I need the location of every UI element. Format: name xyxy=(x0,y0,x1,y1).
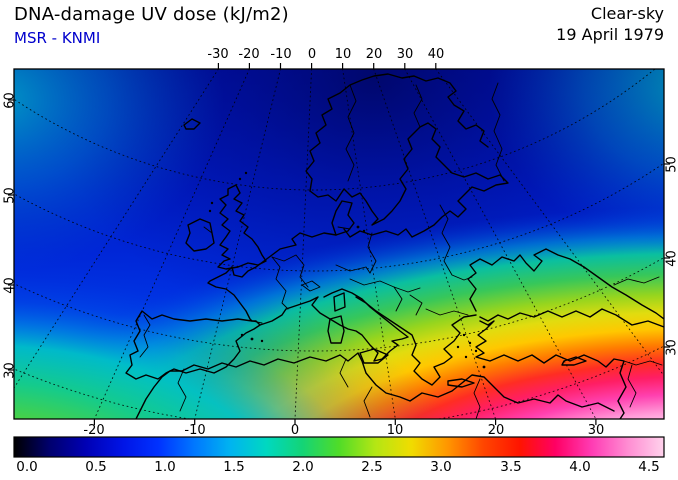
axis-ticks xyxy=(8,63,670,425)
condition-label: Clear-sky xyxy=(590,4,664,23)
lat-label-left: 40 xyxy=(2,277,18,294)
colorbar xyxy=(13,436,665,458)
colorbar-label: 2.5 xyxy=(361,459,383,475)
lon-label-top: 0 xyxy=(307,47,317,62)
country-borders xyxy=(139,82,663,419)
colorbar-label: 2.0 xyxy=(292,459,314,475)
lon-label-top: 10 xyxy=(334,47,352,62)
date-label: 19 April 1979 xyxy=(556,25,664,44)
lon-label-top: 30 xyxy=(396,47,414,62)
island-dots xyxy=(208,171,486,369)
lon-label-top: -10 xyxy=(270,47,292,62)
uv-field xyxy=(14,69,664,419)
lat-label-left: 30 xyxy=(2,362,18,379)
source-label: MSR - KNMI xyxy=(14,29,101,47)
map-frame xyxy=(13,68,665,420)
coastlines xyxy=(125,73,664,419)
lon-label-bottom: -20 xyxy=(83,423,105,438)
lon-label-top: -30 xyxy=(207,47,229,62)
colorbar-label: 4.5 xyxy=(638,459,660,475)
map-area xyxy=(14,69,664,419)
colorbar-label: 1.5 xyxy=(223,459,245,475)
lat-label-left: 60 xyxy=(2,92,18,109)
page-title: DNA-damage UV dose (kJ/m2) xyxy=(14,4,289,25)
colorbar-label: 1.0 xyxy=(154,459,176,475)
lon-label-top: -20 xyxy=(238,47,260,62)
lon-label-bottom: 30 xyxy=(587,423,605,438)
colorbar-label: 3.5 xyxy=(500,459,522,475)
lon-label-bottom: 0 xyxy=(290,423,300,438)
lat-label-right: 30 xyxy=(664,339,678,356)
colorbar-label: 4.0 xyxy=(569,459,591,475)
lon-label-bottom: 10 xyxy=(386,423,404,438)
lon-label-bottom: 20 xyxy=(487,423,505,438)
colorbar-gradient xyxy=(13,436,665,458)
colorbar-label: 0.0 xyxy=(16,459,38,475)
lon-label-bottom: -10 xyxy=(184,423,206,438)
lon-label-top: 40 xyxy=(427,47,445,62)
lat-label-right: 50 xyxy=(664,156,678,173)
lon-label-top: 20 xyxy=(365,47,383,62)
colorbar-label: 3.0 xyxy=(430,459,452,475)
colorbar-label: 0.5 xyxy=(85,459,107,475)
lat-label-right: 40 xyxy=(664,250,678,267)
lat-label-left: 50 xyxy=(2,187,18,204)
